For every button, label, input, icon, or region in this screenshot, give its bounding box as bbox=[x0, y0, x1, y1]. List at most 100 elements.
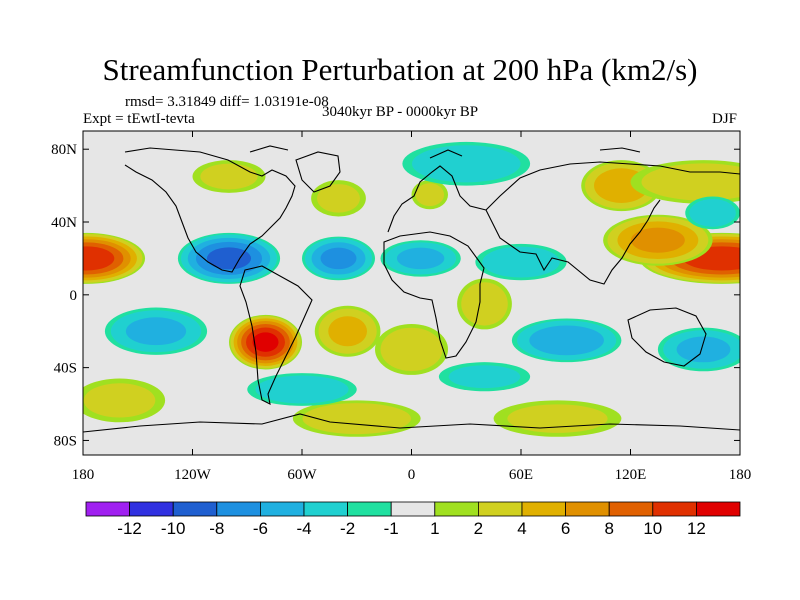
anomaly-contour bbox=[507, 404, 608, 433]
anomaly-contour bbox=[328, 316, 367, 347]
anomaly-negative-17 bbox=[380, 240, 461, 277]
south-america-coast bbox=[239, 265, 313, 405]
colorbar-label: 8 bbox=[604, 519, 613, 538]
x-tick-label: 60E bbox=[509, 467, 533, 483]
anomaly-positive-10 bbox=[192, 160, 266, 193]
colorbar-swatch bbox=[172, 501, 218, 517]
colorbar-swatch bbox=[608, 501, 654, 517]
anomaly-contour bbox=[83, 383, 156, 418]
coastlines bbox=[83, 145, 740, 433]
x-tick-label: 180 bbox=[72, 467, 95, 483]
anomaly-positive-5 bbox=[229, 314, 302, 370]
x-tick-label: 0 bbox=[408, 467, 416, 483]
anomaly-positive-0 bbox=[83, 232, 146, 284]
colorbar-label: 6 bbox=[561, 519, 570, 538]
anomaly-positive-8 bbox=[457, 278, 512, 330]
africa-coast bbox=[383, 231, 485, 359]
colorbar-swatch bbox=[696, 501, 741, 517]
streamfunction-field bbox=[83, 141, 740, 437]
colorbar-swatch bbox=[347, 501, 392, 517]
anomaly-contour bbox=[482, 246, 560, 278]
anomaly-positive-4 bbox=[630, 160, 740, 204]
anomaly-contour bbox=[415, 183, 445, 207]
x-tick-label: 120W bbox=[174, 467, 212, 483]
colorbar-label: 4 bbox=[517, 519, 526, 538]
colorbar-label: 12 bbox=[687, 519, 706, 538]
chart-title: Streamfunction Perturbation at 200 hPa (… bbox=[102, 52, 698, 87]
colorbar-swatch bbox=[216, 501, 261, 517]
anomaly-contour bbox=[83, 246, 115, 271]
anomaly-contour bbox=[529, 325, 604, 356]
anomaly-positive-7 bbox=[375, 323, 448, 375]
anomaly-positive-6 bbox=[314, 305, 381, 357]
colorbar-label: -1 bbox=[384, 519, 399, 538]
anomaly-contour bbox=[317, 184, 360, 213]
antarctica-coast bbox=[83, 413, 740, 433]
x-tick-label: 120E bbox=[615, 467, 647, 483]
anomaly-negative-25 bbox=[438, 362, 531, 392]
anomaly-contour bbox=[689, 198, 736, 227]
y-tick-label: 80N bbox=[51, 142, 77, 158]
colorbar-label: 10 bbox=[643, 519, 662, 538]
colorbar-label: -8 bbox=[209, 519, 224, 538]
y-tick-label: 40N bbox=[51, 215, 77, 231]
x-tick-label: 180 bbox=[729, 467, 752, 483]
colorbar-label: -12 bbox=[117, 519, 142, 538]
anomaly-contour bbox=[252, 332, 279, 352]
anomaly-contour bbox=[448, 365, 521, 389]
colorbar-swatch bbox=[434, 501, 479, 517]
anomaly-negative-20 bbox=[511, 318, 622, 363]
anomaly-contour bbox=[206, 247, 252, 270]
anomaly-negative-22 bbox=[247, 373, 357, 406]
anomaly-contour bbox=[255, 375, 349, 404]
anomaly-negative-24 bbox=[685, 196, 740, 230]
anomaly-positive-12 bbox=[292, 400, 421, 437]
colorbar-swatch bbox=[303, 501, 348, 517]
anomaly-positive-2 bbox=[603, 214, 713, 266]
anomaly-positive-9 bbox=[311, 180, 366, 217]
experiment-label: Expt = tEwtI-tevta bbox=[83, 111, 195, 127]
colorbar-label: 1 bbox=[430, 519, 439, 538]
europe-coast bbox=[387, 165, 487, 233]
colorbar-swatch bbox=[652, 501, 697, 517]
x-axis: 180 120W 60W 0 60E 120E 180 bbox=[72, 131, 752, 483]
y-axis: 80N 40N 0 40S 80S bbox=[51, 142, 740, 449]
anomaly-contour bbox=[125, 317, 187, 346]
colorbar-label: 2 bbox=[474, 519, 483, 538]
colorbar-label: -2 bbox=[340, 519, 355, 538]
anomaly-positive-14 bbox=[83, 378, 166, 423]
colorbar-swatch bbox=[129, 501, 174, 517]
y-tick-label: 0 bbox=[70, 288, 78, 304]
anomaly-contour bbox=[396, 247, 445, 270]
anomaly-contour bbox=[411, 145, 521, 183]
greenland-coast bbox=[295, 151, 341, 193]
anomaly-negative-19 bbox=[104, 307, 208, 355]
colorbar-swatch bbox=[85, 501, 130, 517]
australia-coast bbox=[627, 307, 707, 367]
colorbar-swatch bbox=[565, 501, 610, 517]
anomaly-contour bbox=[320, 247, 357, 270]
y-tick-label: 80S bbox=[54, 433, 77, 449]
colorbar-swatch bbox=[390, 501, 436, 517]
stats-label: rmsd= 3.31849 diff= 1.03191e-08 bbox=[125, 94, 329, 110]
north-america-coast bbox=[124, 147, 296, 273]
y-tick-label: 40S bbox=[54, 361, 77, 377]
anomaly-negative-15 bbox=[177, 232, 281, 284]
anomaly-contour bbox=[380, 327, 443, 372]
season-label: DJF bbox=[712, 111, 738, 127]
anomaly-negative-16 bbox=[302, 236, 375, 281]
anomaly-negative-21 bbox=[657, 327, 740, 372]
colorbar-swatch bbox=[259, 501, 305, 517]
colorbar-label: -10 bbox=[161, 519, 186, 538]
colorbar-swatch bbox=[477, 501, 523, 517]
anomaly-contour bbox=[676, 336, 731, 363]
anomaly-positive-11 bbox=[411, 180, 448, 210]
asia-coast bbox=[485, 161, 740, 285]
x-tick-label: 60W bbox=[287, 467, 317, 483]
colorbar-label: -6 bbox=[253, 519, 268, 538]
anomaly-contour bbox=[641, 163, 740, 201]
colorbar-label: -4 bbox=[296, 519, 311, 538]
colorbar: -12 -10 -8 -6 -4 -2 -1 1 2 4 6 8 10 12 bbox=[85, 501, 741, 538]
anomaly-negative-23 bbox=[402, 141, 531, 186]
